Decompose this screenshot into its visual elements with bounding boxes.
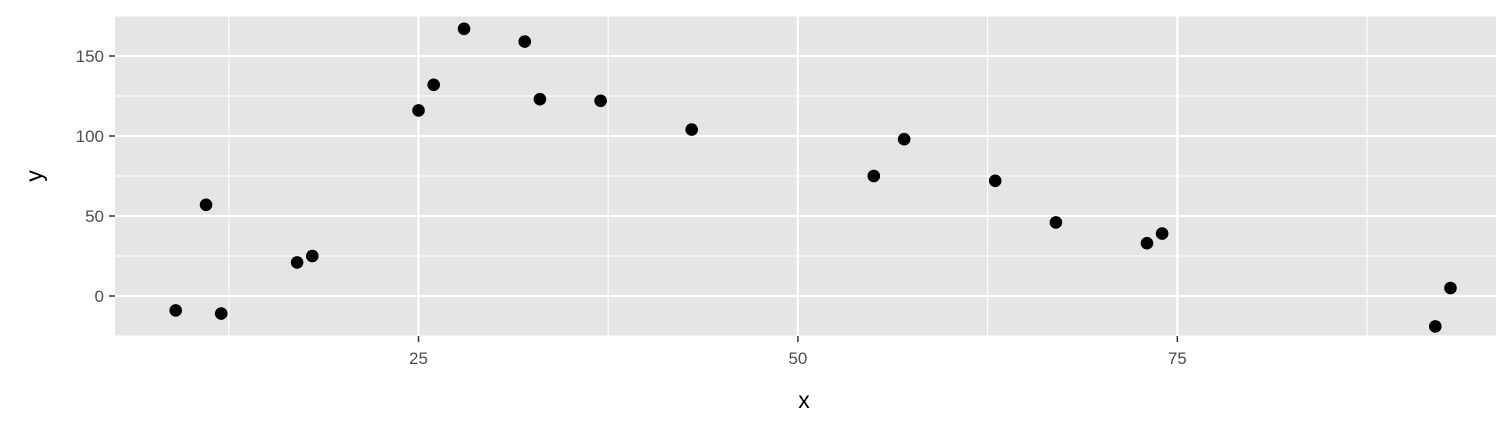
data-points xyxy=(169,22,1457,333)
x-tick-label: 75 xyxy=(1168,349,1187,368)
data-point xyxy=(897,132,911,146)
y-axis: 0 50 100 150 xyxy=(76,47,115,306)
y-tick-label: 150 xyxy=(76,47,104,66)
data-point xyxy=(1049,216,1063,229)
x-tick-label: 25 xyxy=(409,349,428,368)
data-point xyxy=(594,94,607,108)
data-point xyxy=(427,78,440,92)
major-grid xyxy=(115,16,1496,336)
data-point xyxy=(1428,320,1442,333)
data-point xyxy=(518,35,532,48)
x-tick-label: 50 xyxy=(788,349,807,368)
data-point xyxy=(1155,227,1169,240)
data-point xyxy=(457,22,471,36)
data-point xyxy=(305,249,319,263)
x-axis-title: x xyxy=(798,387,810,413)
minor-grid xyxy=(115,15,1496,337)
data-point xyxy=(199,198,213,212)
y-tick-label: 100 xyxy=(76,127,104,146)
data-point xyxy=(290,256,304,269)
data-point xyxy=(412,104,425,117)
y-axis-title: y xyxy=(21,170,47,182)
data-point xyxy=(533,92,547,106)
y-tick-label: 50 xyxy=(85,207,104,226)
data-point xyxy=(988,174,1002,188)
data-point xyxy=(169,304,183,317)
data-point xyxy=(867,169,881,183)
data-point xyxy=(685,123,698,136)
data-point xyxy=(1444,281,1457,295)
y-tick-label: 0 xyxy=(95,287,104,306)
x-axis: 25 50 75 xyxy=(409,336,1187,368)
data-point xyxy=(214,307,228,320)
data-point xyxy=(1140,236,1154,250)
